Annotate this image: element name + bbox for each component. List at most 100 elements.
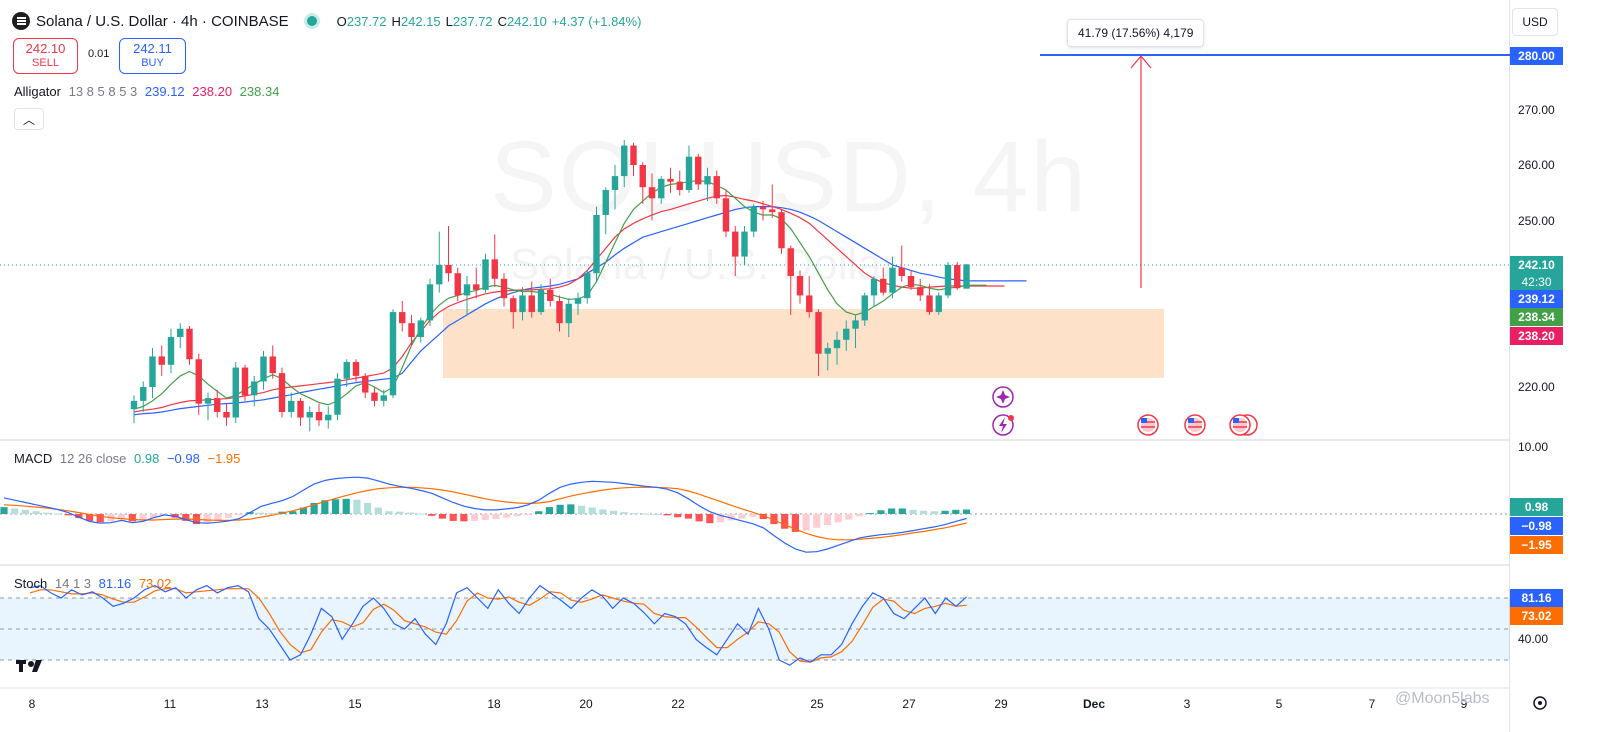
- candle: [352, 359, 360, 382]
- stoch-label: Stoch: [14, 576, 48, 591]
- candle: [852, 314, 859, 349]
- support-zone[interactable]: [443, 309, 1164, 378]
- macd-hist-bar: [834, 514, 842, 523]
- sell-button[interactable]: 242.10 SELL: [13, 38, 78, 74]
- us-flag-event-icon[interactable]: [1137, 414, 1159, 436]
- symbol-header[interactable]: Solana / U.S. Dollar · 4h · COINBASE O23…: [12, 10, 646, 32]
- candle-body: [944, 264, 952, 296]
- macd-hist-bar: [374, 507, 382, 514]
- candle: [140, 381, 147, 412]
- stoch-axis-label: 40.00: [1518, 632, 1549, 646]
- candle: [241, 364, 249, 401]
- collapse-legend-button[interactable]: ︿: [14, 108, 44, 130]
- macd-hist-bar: [663, 514, 671, 516]
- candle: [695, 153, 702, 190]
- candle: [510, 295, 517, 329]
- time-axis-label: 20: [579, 697, 593, 711]
- candle-body: [510, 298, 517, 313]
- candle-body: [223, 411, 230, 418]
- candle: [611, 165, 619, 210]
- macd-legend[interactable]: MACD 12 26 close 0.98 −0.98 −1.95: [14, 451, 244, 466]
- candle: [463, 276, 471, 315]
- candle-body: [907, 276, 915, 288]
- settings-gear-icon[interactable]: [1533, 696, 1547, 710]
- symbol-title[interactable]: Solana / U.S. Dollar · 4h · COINBASE: [36, 12, 289, 30]
- macd-hist-bar: [470, 514, 479, 521]
- price-axis-label: 250.00: [1518, 214, 1555, 228]
- candle-body: [362, 375, 369, 393]
- candle-body: [130, 400, 138, 410]
- stoch-legend[interactable]: Stoch 14 1 3 81.16 73.02: [14, 576, 175, 591]
- candle: [769, 184, 776, 218]
- candle-body: [325, 414, 332, 421]
- candle: [741, 226, 748, 265]
- macd-hist-bar: [299, 507, 308, 514]
- candle: [260, 350, 267, 390]
- measure-arrow[interactable]: [1130, 55, 1152, 288]
- macd-histogram: [0, 498, 971, 532]
- candle-body: [482, 259, 489, 290]
- candle: [325, 406, 332, 429]
- macd-signal-value: −1.95: [207, 451, 241, 466]
- currency-selector[interactable]: USD: [1512, 8, 1558, 36]
- tradingview-logo-icon[interactable]: [16, 660, 42, 672]
- candle-body: [639, 165, 646, 188]
- candle-body: [917, 287, 924, 296]
- time-axis-label: 9: [1460, 697, 1468, 711]
- candle-body: [704, 176, 711, 185]
- macd-hist-bar: [877, 510, 885, 514]
- time-axis-label: 7: [1368, 697, 1376, 711]
- ohlc-high: H242.15: [391, 13, 441, 29]
- candle: [399, 300, 406, 332]
- candle-body: [288, 400, 295, 412]
- candle-body: [741, 231, 748, 257]
- macd-hist-bar: [759, 514, 767, 520]
- macd-hist-bar: [257, 512, 265, 514]
- us-flag-event-icon[interactable]: [1229, 414, 1258, 436]
- macd-hist-bar: [438, 514, 447, 519]
- macd-hist-bar: [738, 514, 746, 519]
- macd-hist-bar: [642, 513, 650, 515]
- candle-body: [593, 214, 600, 274]
- event-icons[interactable]: [992, 386, 1258, 436]
- macd-line: [3, 476, 967, 553]
- macd-hist-bar: [620, 512, 628, 514]
- macd-hist-bar: [535, 511, 543, 514]
- candle: [315, 403, 323, 426]
- macd-hist-bar: [139, 514, 147, 521]
- candle: [297, 398, 304, 426]
- candle: [288, 392, 295, 418]
- macd-hist-bar: [545, 507, 554, 514]
- lightning-icon[interactable]: [992, 414, 1014, 436]
- candle-body: [584, 273, 591, 299]
- candle-body: [685, 156, 693, 190]
- alligator-legend[interactable]: Alligator 13 8 5 8 5 3 239.12 238.20 238…: [14, 84, 283, 99]
- candle: [232, 362, 239, 424]
- candle: [158, 345, 165, 376]
- candle-body: [963, 264, 970, 289]
- buy-button[interactable]: 242.11 BUY: [119, 38, 186, 74]
- macd-hist-bar: [898, 508, 906, 514]
- macd-hist-bar: [235, 514, 243, 515]
- candle: [389, 309, 397, 399]
- candle-body: [713, 176, 720, 199]
- candle-body: [260, 356, 267, 382]
- time-axis-label: 22: [671, 697, 685, 711]
- macd-hist-bar: [609, 510, 618, 514]
- macd-hist-bar: [224, 514, 233, 518]
- candle-body: [630, 145, 637, 165]
- sparkle-icon[interactable]: [992, 386, 1014, 408]
- candle-body: [380, 395, 387, 401]
- macd-hist-bar: [674, 514, 682, 518]
- macd-hist-bar: [96, 514, 104, 523]
- candle-body: [843, 328, 850, 340]
- candle: [278, 367, 286, 418]
- us-flag-event-icon[interactable]: [1184, 414, 1206, 436]
- macd-hist-bar: [888, 508, 896, 514]
- macd-hist-bar: [481, 514, 489, 520]
- target-price-tag: 280.00: [1510, 47, 1563, 65]
- candle: [722, 189, 730, 238]
- candle-body: [889, 267, 896, 293]
- candle: [584, 270, 591, 304]
